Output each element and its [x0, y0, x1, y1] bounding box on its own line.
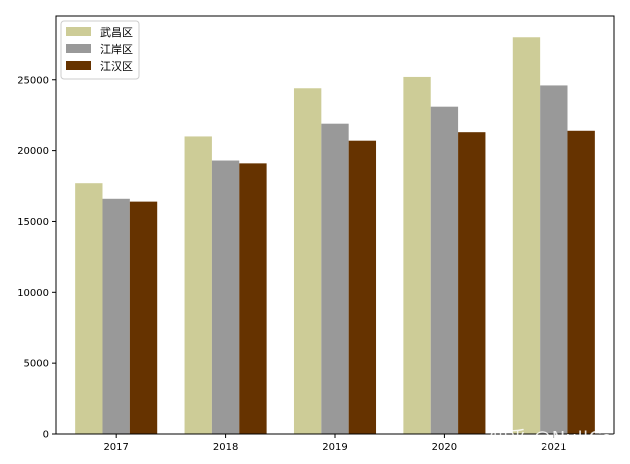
bar-series2-2021 — [567, 130, 595, 434]
bar-series0-2021 — [512, 37, 541, 434]
bar-series1-2020 — [430, 106, 459, 434]
bar-series1-2017 — [102, 198, 130, 434]
legend-label: 江岸区 — [100, 43, 133, 56]
y-tick-label: 15000 — [17, 217, 49, 228]
bar-series0-2019 — [293, 88, 322, 434]
watermark: 知乎 @NullCat — [490, 428, 621, 449]
x-axis: 2017 2018 2019 2020 2021 — [103, 434, 567, 453]
bar-series0-2018 — [184, 136, 212, 434]
bar-series1-2021 — [540, 85, 568, 434]
y-tick-label: 0 — [43, 430, 49, 441]
x-tick-label: 2019 — [322, 442, 347, 453]
y-axis: 0 5000 10000 15000 20000 25000 — [17, 75, 56, 441]
bar-series1-2018 — [211, 160, 240, 434]
bar-series0-2017 — [75, 183, 103, 434]
legend-label: 武昌区 — [100, 26, 133, 39]
bar-series1-2019 — [321, 123, 349, 434]
legend-swatch — [66, 61, 91, 70]
bar-series2-2020 — [458, 132, 486, 435]
x-tick-label: 2020 — [432, 442, 457, 453]
legend-swatch — [66, 44, 91, 53]
x-tick-label: 2017 — [103, 442, 128, 453]
bar-series2-2017 — [129, 201, 158, 434]
y-tick-label: 25000 — [17, 75, 49, 86]
x-tick-label: 2021 — [541, 442, 566, 453]
bar-series2-2018 — [239, 163, 267, 434]
legend-label: 江汉区 — [100, 60, 133, 73]
legend-swatch — [66, 27, 91, 36]
y-tick-label: 20000 — [17, 146, 49, 157]
x-tick-label: 2018 — [213, 442, 238, 453]
bar-series2-2019 — [348, 140, 377, 434]
bar-series0-2020 — [403, 76, 431, 435]
y-tick-label: 10000 — [17, 288, 49, 299]
y-tick-label: 5000 — [24, 359, 49, 370]
bars-layer — [75, 37, 595, 435]
